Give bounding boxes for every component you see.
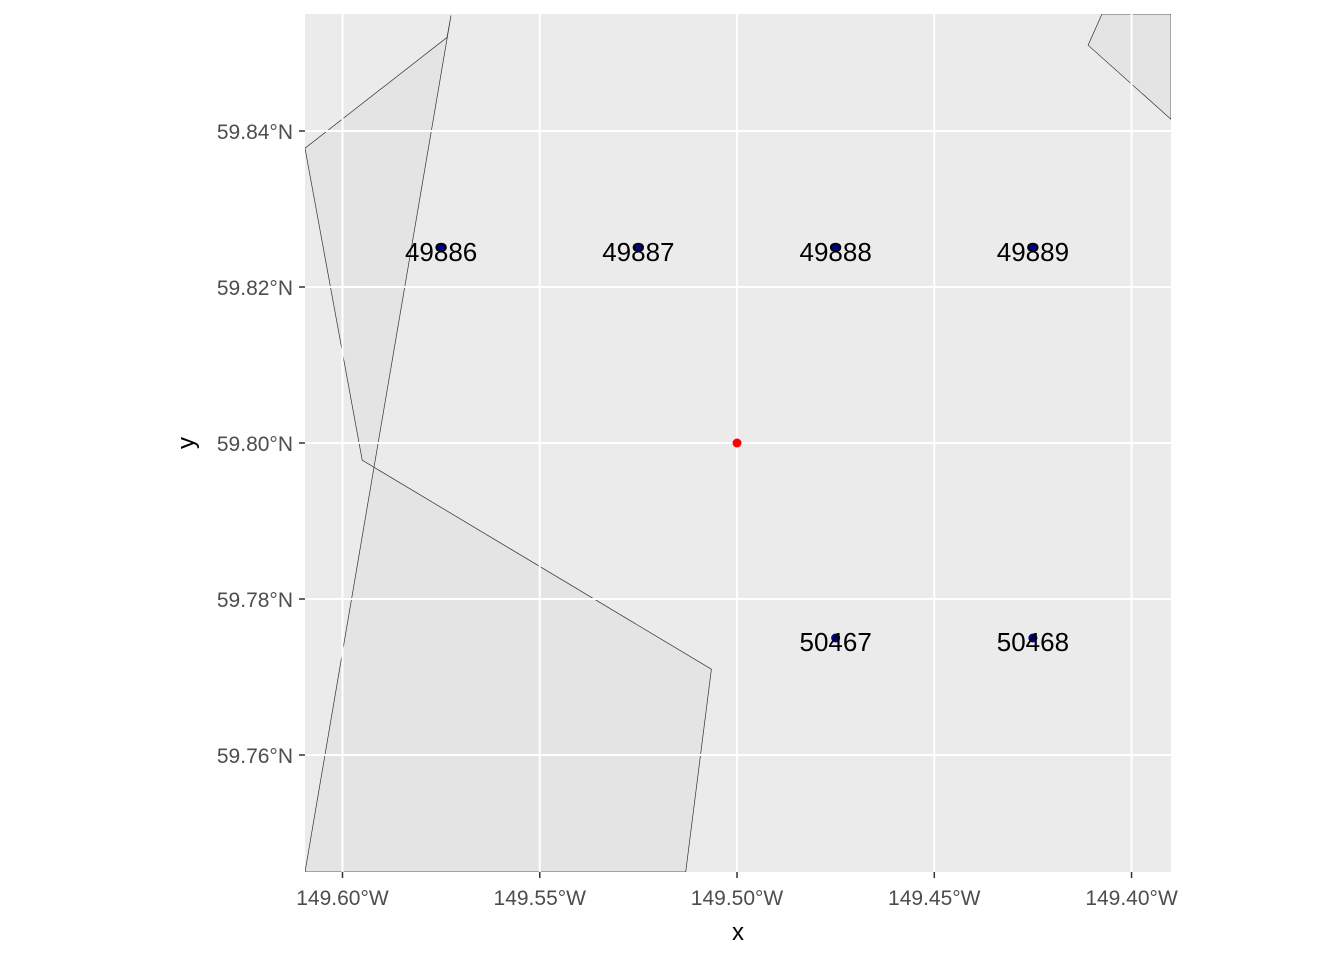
land-layer: [305, 14, 1171, 872]
points-layer: [436, 243, 1038, 643]
x-tick-label: 149.50°W: [691, 887, 784, 910]
x-tick-label: 149.45°W: [888, 887, 981, 910]
x-tick-label: 149.40°W: [1085, 887, 1178, 910]
x-tick-label: 149.60°W: [296, 887, 389, 910]
point-label-layer: 49886 49887 49888 49889 50467 50468: [405, 237, 1069, 657]
y-tick-label: 59.84°N: [217, 121, 293, 144]
station-point: [1028, 633, 1038, 643]
land-west-polygon: [305, 15, 712, 872]
station-label: 49886: [405, 237, 477, 267]
station-point: [436, 243, 446, 253]
station-label: 49888: [799, 237, 871, 267]
x-axis: 149.60°W 149.55°W 149.50°W 149.45°W 149.40°W: [296, 872, 1178, 910]
x-tick-label: 149.55°W: [494, 887, 587, 910]
station-point: [633, 243, 643, 253]
station-label: 49887: [602, 237, 674, 267]
y-axis: 59.76°N 59.78°N 59.80°N 59.82°N 59.84°N: [217, 121, 305, 768]
y-tick-label: 59.80°N: [217, 433, 293, 456]
y-tick-label: 59.82°N: [217, 277, 293, 300]
x-axis-title: x: [732, 919, 744, 946]
station-point: [831, 633, 841, 643]
station-point: [831, 243, 841, 253]
y-tick-label: 59.76°N: [217, 745, 293, 768]
station-label: 50467: [799, 627, 871, 657]
center-point: [732, 438, 742, 448]
land-northeast-polygon: [1087, 14, 1171, 120]
station-label: 50468: [997, 627, 1069, 657]
y-tick-label: 59.78°N: [217, 589, 293, 612]
station-point: [1028, 243, 1038, 253]
y-axis-title: y: [173, 437, 200, 449]
station-label: 49889: [997, 237, 1069, 267]
